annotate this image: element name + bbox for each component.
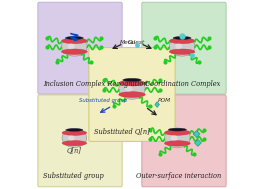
Ellipse shape — [123, 78, 141, 82]
Ellipse shape — [171, 135, 178, 141]
Text: Outer-surface interaction: Outer-surface interaction — [136, 173, 221, 180]
Ellipse shape — [119, 92, 145, 97]
Ellipse shape — [119, 80, 145, 86]
Text: Inclusion Complex Recognition: Inclusion Complex Recognition — [43, 80, 148, 88]
Text: Substituted Q[n]: Substituted Q[n] — [94, 127, 150, 135]
Polygon shape — [155, 102, 159, 107]
Ellipse shape — [175, 43, 182, 49]
Text: Q[n]: Q[n] — [67, 146, 82, 154]
Ellipse shape — [169, 36, 195, 56]
FancyBboxPatch shape — [38, 2, 122, 94]
Text: Metal: Metal — [120, 40, 136, 45]
Ellipse shape — [66, 129, 83, 131]
Text: Substituted group: Substituted group — [79, 98, 127, 103]
Ellipse shape — [169, 49, 195, 54]
Ellipse shape — [62, 130, 87, 135]
Text: Substituted group: Substituted group — [43, 173, 104, 180]
Ellipse shape — [173, 36, 191, 40]
Ellipse shape — [125, 86, 132, 92]
Ellipse shape — [62, 49, 87, 54]
Ellipse shape — [164, 128, 190, 148]
Ellipse shape — [119, 78, 145, 99]
Ellipse shape — [168, 128, 186, 131]
Text: Coordination Complex: Coordination Complex — [145, 80, 221, 88]
Ellipse shape — [68, 135, 75, 141]
Ellipse shape — [169, 38, 195, 44]
Ellipse shape — [62, 129, 87, 147]
Polygon shape — [195, 139, 201, 146]
Polygon shape — [193, 131, 200, 137]
FancyBboxPatch shape — [38, 95, 122, 187]
Ellipse shape — [164, 130, 190, 135]
Ellipse shape — [65, 36, 83, 40]
Ellipse shape — [62, 36, 87, 56]
Ellipse shape — [68, 43, 75, 49]
Text: Guest: Guest — [128, 40, 145, 45]
FancyBboxPatch shape — [142, 95, 226, 187]
Ellipse shape — [164, 141, 190, 146]
FancyBboxPatch shape — [142, 2, 226, 94]
FancyBboxPatch shape — [89, 48, 175, 141]
Text: POM: POM — [158, 98, 171, 103]
Ellipse shape — [62, 141, 87, 146]
Ellipse shape — [62, 38, 87, 44]
